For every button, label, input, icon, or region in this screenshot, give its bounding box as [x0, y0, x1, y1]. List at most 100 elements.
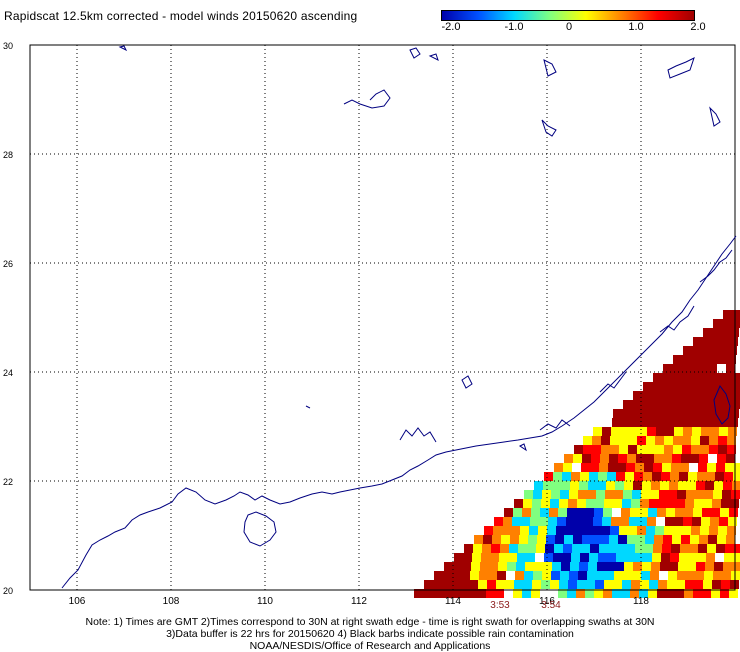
wind-cell: [615, 481, 624, 490]
lon-tick-label: 110: [257, 596, 273, 607]
wind-cell: [598, 472, 607, 481]
wind-cell: [585, 508, 594, 517]
wind-cell: [677, 571, 686, 580]
wind-cell: [530, 517, 539, 526]
wind-cell: [680, 373, 689, 382]
wind-cell: [622, 580, 631, 589]
wind-cell: [462, 562, 471, 571]
wind-cell: [454, 553, 463, 562]
wind-cell: [577, 499, 586, 508]
wind-cell: [713, 571, 722, 580]
wind-cell: [443, 571, 452, 580]
wind-cell: [597, 481, 606, 490]
lat-tick-label: 20: [3, 586, 13, 596]
wind-cell: [667, 409, 676, 418]
wind-cell: [610, 445, 619, 454]
wind-cell: [583, 526, 592, 535]
wind-cell: [701, 517, 710, 526]
wind-cell: [505, 580, 514, 589]
wind-cell: [624, 562, 633, 571]
wind-cell: [493, 526, 502, 535]
wind-cell: [533, 571, 542, 580]
wind-cell: [733, 382, 740, 391]
wind-cell: [588, 562, 597, 571]
wind-cell: [675, 589, 684, 598]
wind-cell: [702, 589, 711, 598]
coastline-mainland: [61, 235, 737, 589]
wind-cell: [576, 508, 585, 517]
wind-cell: [636, 454, 645, 463]
wind-cell: [522, 589, 531, 598]
wind-cell: [729, 508, 738, 517]
wind-cell: [668, 400, 677, 409]
wind-cell: [628, 436, 637, 445]
wind-cell: [673, 436, 682, 445]
wind-cell: [681, 454, 690, 463]
wind-cell: [629, 517, 638, 526]
wind-cell: [696, 481, 705, 490]
wind-cell: [461, 571, 470, 580]
wind-cell: [727, 436, 736, 445]
wind-cell: [589, 553, 598, 562]
wind-cell: [649, 499, 658, 508]
wind-cell: [539, 517, 548, 526]
wind-cell: [681, 535, 690, 544]
wind-cell: [716, 373, 725, 382]
wind-cell: [709, 355, 718, 364]
wind-cell: [495, 589, 504, 598]
lat-tick-label: 22: [3, 477, 13, 487]
wind-cell: [699, 535, 708, 544]
wind-cell: [717, 535, 726, 544]
wind-cell: [710, 346, 719, 355]
wind-cell: [691, 355, 700, 364]
wind-cell: [625, 472, 634, 481]
wind-cell: [552, 562, 561, 571]
wind-cell: [558, 589, 567, 598]
wind-cell: [720, 337, 729, 346]
wind-cell: [509, 544, 518, 553]
wind-cell: [621, 508, 630, 517]
wind-cell: [632, 571, 641, 580]
wind-cell: [520, 526, 529, 535]
lon-tick-label: 112: [351, 596, 367, 607]
wind-cell: [657, 418, 666, 427]
wind-cell: [468, 589, 477, 598]
wind-cell: [589, 472, 598, 481]
wind-cell: [483, 535, 492, 544]
wind-cell: [631, 580, 640, 589]
wind-cell: [690, 454, 699, 463]
wind-cell: [581, 544, 590, 553]
wind-cell: [663, 535, 672, 544]
wind-cell: [504, 508, 513, 517]
wind-cell: [673, 526, 682, 535]
lat-tick-label: 30: [3, 41, 13, 51]
wind-cell: [537, 535, 546, 544]
wind-cell: [726, 454, 735, 463]
wind-cell: [568, 580, 577, 589]
wind-cell: [700, 445, 709, 454]
wind-cell: [663, 454, 672, 463]
wind-cell: [499, 553, 508, 562]
wind-cell: [601, 526, 610, 535]
wind-cell: [596, 571, 605, 580]
wind-cell: [479, 571, 488, 580]
wind-cell: [728, 427, 737, 436]
wind-cell: [605, 490, 614, 499]
wind-cell: [612, 418, 621, 427]
wind-cell: [665, 427, 674, 436]
wind-cell: [498, 562, 507, 571]
wind-cell: [592, 436, 601, 445]
wind-cell: [526, 553, 535, 562]
wind-cell: [666, 508, 675, 517]
wind-cell: [540, 508, 549, 517]
wind-cell: [618, 454, 627, 463]
wind-cell: [705, 481, 714, 490]
wind-cell: [728, 346, 737, 355]
wind-cell: [677, 400, 686, 409]
wind-cell: [703, 409, 712, 418]
wind-cell: [574, 445, 583, 454]
colorbar-tick-neg2: -2.0: [441, 21, 461, 33]
wind-cell: [720, 508, 729, 517]
wind-cell: [690, 535, 699, 544]
